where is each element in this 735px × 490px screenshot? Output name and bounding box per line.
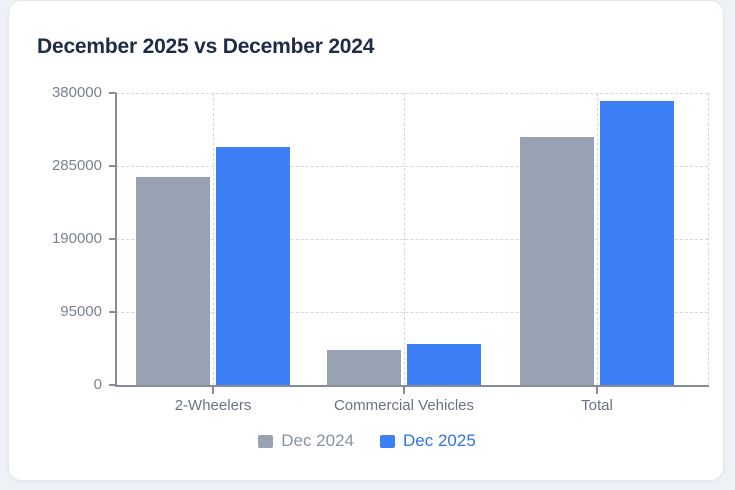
h-gridline [116, 238, 708, 240]
v-gridline [596, 93, 598, 385]
y-tick-label: 0 [93, 376, 102, 393]
legend-label: Dec 2025 [403, 431, 476, 450]
legend-item-dec-2025[interactable]: Dec 2025 [380, 430, 476, 452]
x-axis-tick [596, 387, 598, 394]
chart-legend: Dec 2024 Dec 2025 [9, 429, 725, 453]
y-axis-tick [109, 92, 116, 94]
h-gridline [116, 92, 708, 94]
bar-chart: 0 95000 190000 285000 380000 2-Wheelers Commer… [9, 1, 725, 431]
v-gridline [707, 93, 709, 385]
bar-dec-2025-2-wheelers [216, 146, 291, 385]
v-gridline [403, 93, 405, 385]
bar-dec-2024-commercial-vehicles [327, 350, 401, 385]
bar-dec-2025-commercial-vehicles [407, 343, 481, 385]
chart-title: December 2025 vs December 2024 [37, 35, 375, 58]
x-category-label: Commercial Vehicles [333, 397, 475, 414]
h-gridline [116, 311, 708, 313]
y-tick-label: 95000 [60, 303, 102, 320]
bar-dec-2025-total [600, 100, 674, 385]
v-gridline [212, 93, 214, 385]
bar-dec-2024-2-wheelers [136, 176, 211, 385]
y-tick-label: 380000 [51, 84, 102, 101]
bar-dec-2024-total [520, 136, 594, 385]
legend-label: Dec 2024 [281, 431, 354, 450]
y-axis-tick [109, 384, 116, 386]
x-axis-tick [403, 387, 405, 394]
legend-item-dec-2024[interactable]: Dec 2024 [258, 430, 354, 452]
h-gridline [116, 165, 708, 167]
x-axis-line [115, 385, 709, 387]
y-axis-tick [109, 311, 116, 313]
chart-card: December 2025 vs December 2024 0 95000 190… [8, 0, 724, 481]
y-axis-line [115, 93, 117, 387]
y-tick-label: 285000 [51, 157, 102, 174]
x-axis-tick [212, 387, 215, 394]
x-category-label: Total [581, 397, 613, 414]
legend-swatch-dec-2025 [380, 434, 395, 448]
x-category-label: 2-Wheelers [174, 397, 252, 414]
y-axis-tick [109, 238, 116, 240]
y-tick-label: 190000 [51, 230, 102, 247]
legend-swatch-dec-2024 [258, 434, 274, 448]
y-axis-tick [109, 165, 116, 167]
